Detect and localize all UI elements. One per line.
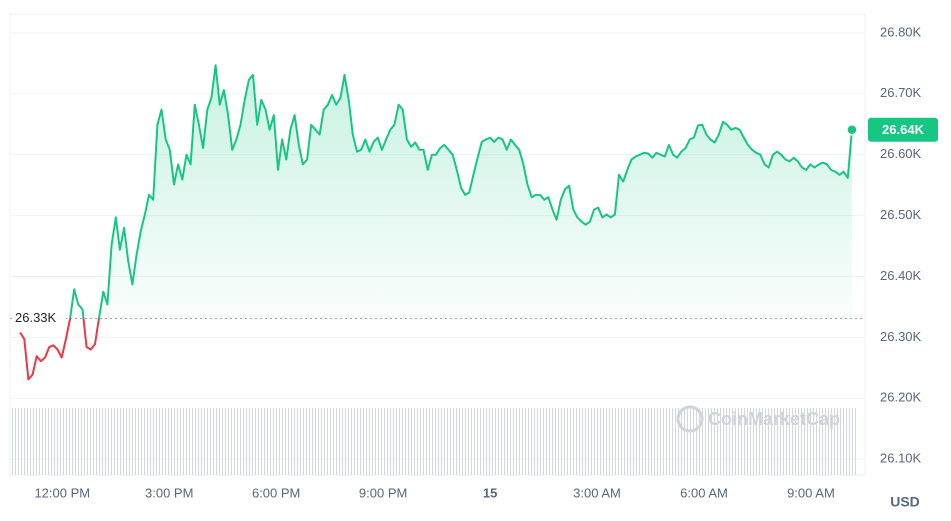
- price-line: [19, 64, 853, 381]
- x-tick-label: 9:00 AM: [787, 485, 835, 500]
- y-tick-label: 26.70K: [880, 85, 922, 100]
- y-tick-label: 26.60K: [880, 146, 922, 161]
- reference-label-bg: [12, 308, 66, 327]
- price-badge: [868, 117, 938, 142]
- watermark: CoinMarketCap: [676, 405, 840, 433]
- price-badge-label: 26.64K: [882, 122, 925, 137]
- x-tick-label: 6:00 AM: [680, 485, 728, 500]
- watermark-text: CoinMarketCap: [708, 409, 840, 429]
- y-tick-label: 26.20K: [880, 390, 922, 405]
- y-tick-label: 26.10K: [880, 451, 922, 466]
- y-tick-label: 26.50K: [880, 207, 922, 222]
- x-tick-label: 3:00 AM: [573, 485, 621, 500]
- x-tick-label: 12:00 PM: [34, 485, 90, 500]
- x-tick-label: 9:00 PM: [359, 485, 407, 500]
- x-tick-label: 6:00 PM: [252, 485, 300, 500]
- reference-label: 26.33K: [15, 310, 57, 325]
- y-tick-label: 26.30K: [880, 329, 922, 344]
- y-tick-label: 26.40K: [880, 268, 922, 283]
- volume-bars: [10, 408, 856, 475]
- x-tick-label: 15: [483, 485, 497, 500]
- area-fill: [20, 65, 852, 319]
- x-tick-label: 3:00 PM: [145, 485, 193, 500]
- axis-unit: USD: [890, 494, 920, 510]
- y-tick-label: 26.80K: [880, 24, 922, 39]
- last-point: [846, 123, 858, 136]
